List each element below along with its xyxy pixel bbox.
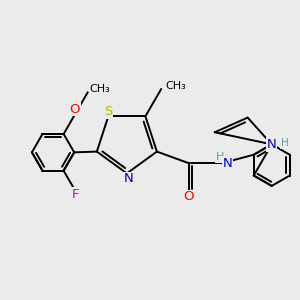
Text: N: N — [267, 138, 277, 151]
Text: S: S — [104, 105, 112, 118]
Text: CH₃: CH₃ — [90, 83, 110, 94]
Text: CH₃: CH₃ — [166, 81, 186, 91]
Text: O: O — [70, 103, 80, 116]
Text: N: N — [124, 172, 134, 185]
Text: N: N — [222, 157, 232, 170]
Text: H: H — [281, 138, 289, 148]
Text: F: F — [72, 188, 80, 201]
Text: O: O — [184, 190, 194, 203]
Text: H: H — [216, 152, 224, 162]
